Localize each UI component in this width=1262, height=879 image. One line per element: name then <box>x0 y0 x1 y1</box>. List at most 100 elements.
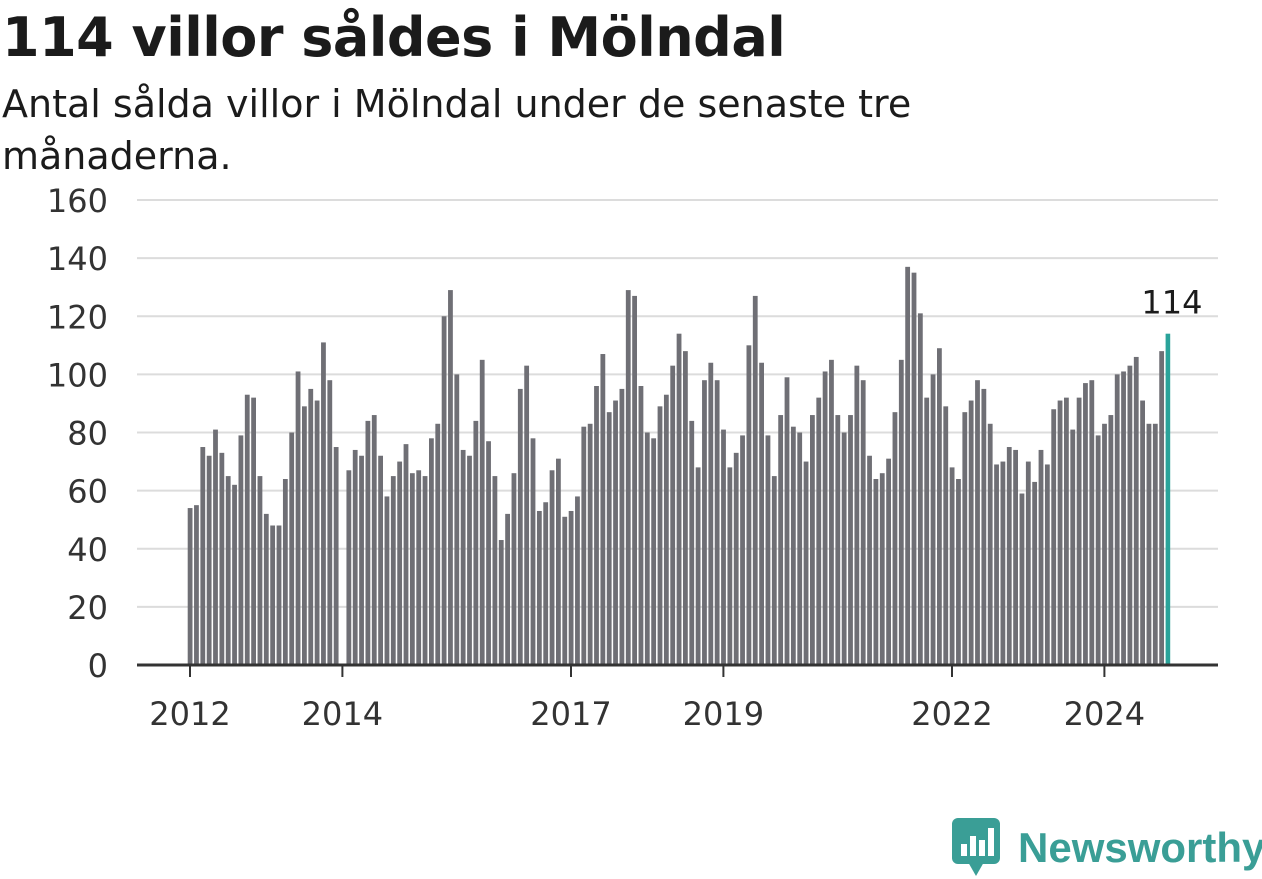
bar <box>854 365 860 665</box>
bar <box>600 354 606 665</box>
bar <box>524 365 530 665</box>
bar <box>416 470 422 665</box>
y-tick-label: 20 <box>67 589 108 627</box>
bar <box>213 429 218 665</box>
bar <box>848 415 853 665</box>
bar <box>251 397 256 666</box>
bar <box>803 461 809 665</box>
bar <box>689 420 695 666</box>
bar <box>346 470 352 665</box>
bar <box>797 432 803 665</box>
bar <box>371 415 377 665</box>
bar <box>898 359 904 665</box>
bar <box>778 415 784 665</box>
newsworthy-logo: Newsworthy <box>952 818 1262 878</box>
x-tick-label: 2017 <box>530 695 611 733</box>
bar <box>994 464 999 665</box>
bar <box>1038 449 1044 665</box>
bar <box>257 476 263 665</box>
bar <box>429 438 434 665</box>
bar <box>359 455 364 665</box>
bar <box>549 470 555 665</box>
x-tick-label: 2014 <box>302 695 383 733</box>
bar <box>790 426 796 665</box>
bar <box>606 412 612 665</box>
bar <box>892 412 898 665</box>
bar <box>327 380 333 665</box>
bar <box>873 479 879 665</box>
bar <box>784 377 790 665</box>
bar <box>1159 351 1165 666</box>
bar <box>1019 493 1025 665</box>
bar <box>454 374 460 666</box>
bar <box>479 359 485 665</box>
y-tick-label: 80 <box>67 415 108 453</box>
bar <box>644 432 650 665</box>
bar <box>238 435 244 665</box>
bar <box>911 272 917 665</box>
bar <box>562 516 568 665</box>
bar <box>225 476 231 665</box>
bar <box>1146 423 1152 665</box>
bar <box>740 435 745 665</box>
bar <box>1102 423 1107 665</box>
bar <box>1140 400 1145 665</box>
bar <box>1089 380 1095 665</box>
bar <box>1057 400 1063 665</box>
bar <box>314 400 320 665</box>
bar <box>886 458 891 665</box>
chart-title: 114 villor såldes i Mölndal <box>2 6 786 69</box>
bar <box>721 429 726 665</box>
bar <box>1064 397 1069 666</box>
bar <box>810 415 815 665</box>
bar <box>1083 383 1088 665</box>
bar <box>1108 415 1114 665</box>
bar <box>270 525 276 665</box>
bar <box>816 397 822 666</box>
bar <box>1127 365 1133 665</box>
bar <box>670 365 676 665</box>
bar <box>594 386 599 665</box>
bar <box>321 342 326 665</box>
y-tick-label: 160 <box>47 182 108 220</box>
chart-subtitle: Antal sålda villor i Mölndal under de se… <box>2 82 912 178</box>
bar <box>194 505 199 665</box>
bar <box>987 423 993 665</box>
bar <box>289 432 295 665</box>
bar <box>676 333 682 665</box>
bar <box>505 513 510 666</box>
bar <box>511 473 517 665</box>
bar <box>905 266 911 665</box>
bar <box>467 455 472 665</box>
bar <box>1013 449 1018 665</box>
bar <box>448 290 453 665</box>
bar <box>206 455 212 665</box>
newsworthy-logo-icon <box>952 818 1000 876</box>
bar <box>956 479 961 665</box>
highlight-value-label: 114 <box>1141 284 1202 322</box>
bar <box>1152 423 1158 665</box>
bar <box>409 473 415 665</box>
bar <box>937 348 942 665</box>
brand-name: Newsworthy <box>1018 824 1262 871</box>
bar <box>498 540 504 665</box>
bar <box>1133 356 1139 665</box>
bar <box>530 438 536 665</box>
x-tick-label: 2012 <box>149 695 230 733</box>
bar <box>1070 429 1076 665</box>
bar <box>752 295 758 665</box>
bar <box>581 426 587 665</box>
bar <box>625 290 631 665</box>
bar <box>473 420 479 666</box>
y-tick-label: 100 <box>47 356 108 394</box>
bar <box>714 380 720 665</box>
bar <box>441 316 447 665</box>
x-tick-label: 2024 <box>1064 695 1145 733</box>
bar <box>575 496 580 665</box>
bar <box>924 397 930 666</box>
bar <box>352 449 358 665</box>
bar <box>619 388 625 665</box>
bar <box>1076 397 1082 666</box>
bar <box>860 380 866 665</box>
